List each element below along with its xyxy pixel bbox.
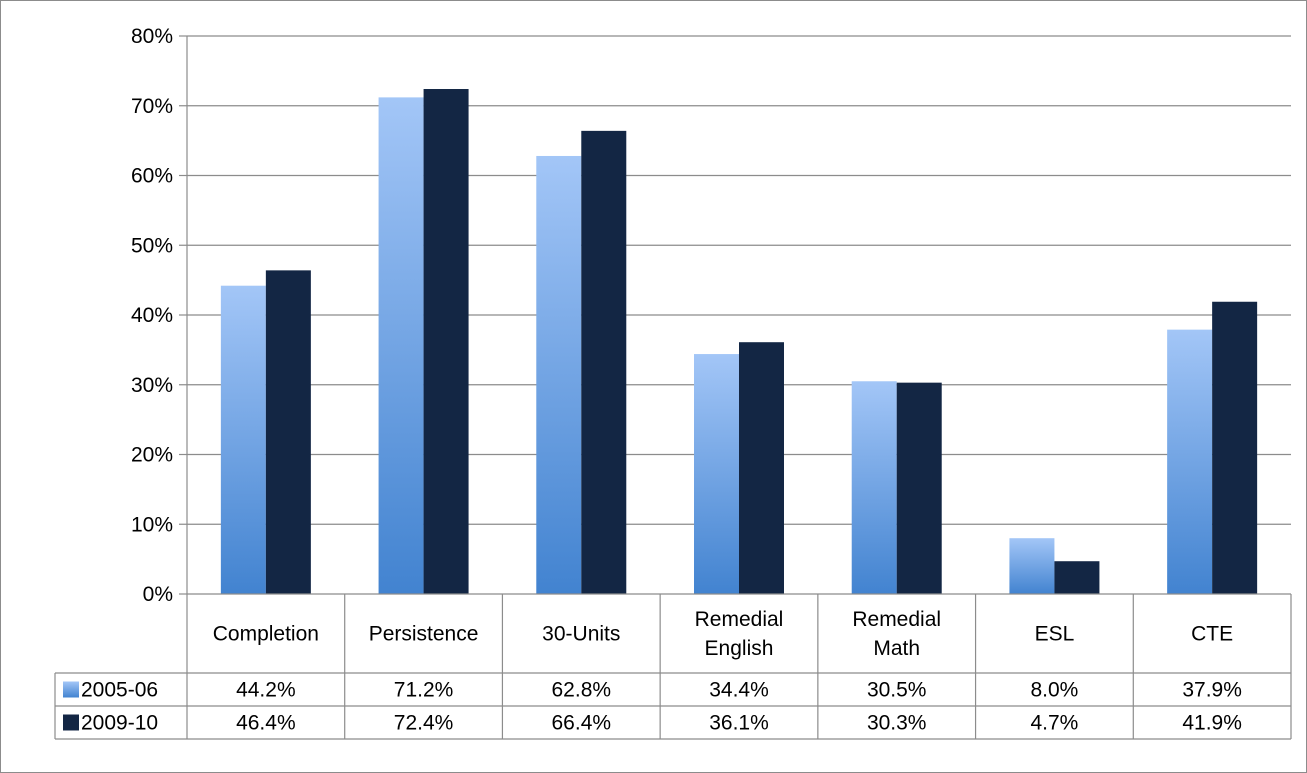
legend-swatch [63, 681, 79, 698]
y-tick-label: 50% [131, 234, 173, 257]
bar-2009-10 [1054, 561, 1100, 594]
category-label: English [705, 637, 774, 660]
data-label: 8.0% [1030, 679, 1078, 702]
category-label: CTE [1191, 623, 1233, 646]
data-label: 44.2% [236, 679, 296, 702]
bar-2009-10 [265, 270, 311, 594]
legend-swatch [63, 714, 79, 731]
data-label: 30.3% [867, 712, 927, 735]
data-label: 4.7% [1030, 712, 1078, 735]
y-tick-label: 70% [131, 95, 173, 118]
category-label: ESL [1035, 623, 1075, 646]
data-label: 46.4% [236, 712, 296, 735]
data-label: 37.9% [1182, 679, 1242, 702]
data-table: Completion Persistence 30-Units Remedial Eng… [54, 593, 1292, 740]
bars [220, 89, 1258, 595]
bar-2005-06 [378, 97, 424, 594]
bar-2005-06 [220, 285, 266, 594]
category-label: Remedial [695, 608, 784, 631]
legend-2005-06: 2005-06 [81, 679, 158, 702]
bar-2009-10 [423, 89, 469, 594]
bar-2009-10 [896, 382, 942, 594]
y-tick-label: 60% [131, 165, 173, 188]
data-label: 71.2% [394, 679, 454, 702]
bar-2005-06 [1167, 329, 1213, 594]
data-label: 72.4% [394, 712, 454, 735]
data-label: 41.9% [1182, 712, 1242, 735]
y-tick-label: 0% [143, 583, 173, 606]
bar-2005-06 [1009, 538, 1055, 594]
data-label: 36.1% [709, 712, 769, 735]
y-axis-ticks: 0% 10% 20% 30% 40% 50% 60% 70% 80% [131, 25, 188, 739]
data-label: 66.4% [552, 712, 612, 735]
bar-2005-06 [536, 155, 582, 594]
category-label: Math [873, 637, 920, 660]
legend-2009-10: 2009-10 [81, 712, 158, 735]
bar-2005-06 [851, 381, 897, 594]
category-label: 30-Units [542, 623, 620, 646]
bar-2009-10 [581, 130, 627, 595]
y-tick-label: 80% [131, 25, 173, 48]
y-tick-label: 30% [131, 374, 173, 397]
data-label: 34.4% [709, 679, 769, 702]
bar-2005-06 [694, 354, 739, 594]
y-tick-label: 40% [131, 304, 173, 327]
y-tick-label: 20% [131, 444, 173, 467]
category-label: Persistence [369, 623, 479, 646]
category-label: Remedial [852, 608, 941, 631]
y-tick-label: 10% [131, 513, 173, 536]
category-label: Completion [213, 623, 319, 646]
data-label: 30.5% [867, 679, 927, 702]
bar-2009-10 [1212, 301, 1258, 594]
bar-2009-10 [739, 342, 784, 594]
data-label: 62.8% [552, 679, 612, 702]
